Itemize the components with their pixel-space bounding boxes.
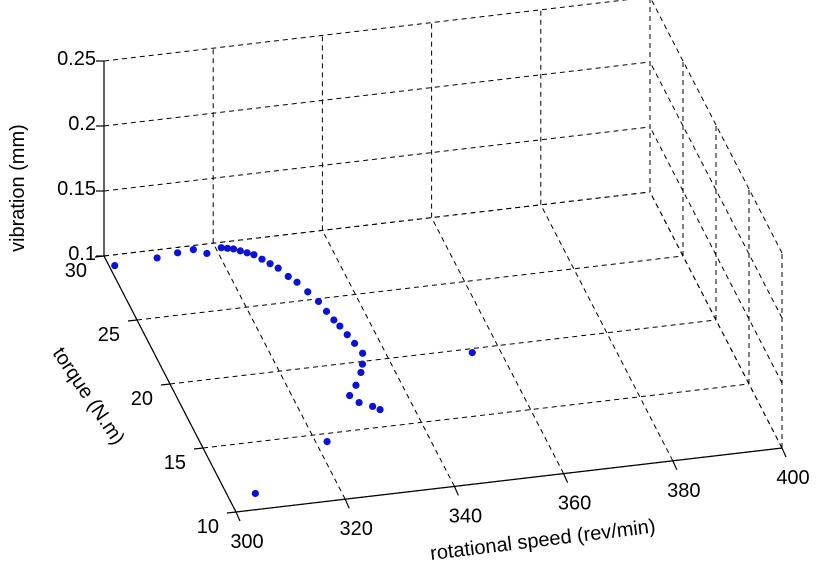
data-point xyxy=(355,398,363,407)
data-point xyxy=(229,245,238,253)
z-tick-label: 0.1 xyxy=(68,243,96,265)
x-tick-mark xyxy=(453,486,459,496)
data-point xyxy=(314,297,323,306)
data-point xyxy=(153,254,161,262)
x-axis-line xyxy=(235,447,783,513)
data-point xyxy=(343,331,351,339)
z-tick-label: 0.2 xyxy=(68,113,96,135)
data-point xyxy=(274,264,282,272)
x-tick-label: 380 xyxy=(667,480,700,502)
x-tick-label: 400 xyxy=(776,467,809,489)
back-wall-grid-line-z xyxy=(103,191,651,257)
data-point xyxy=(350,339,359,347)
data-point xyxy=(336,322,344,330)
floor-grid-line-y xyxy=(136,255,684,321)
side-wall-grid-line-z xyxy=(649,191,783,449)
data-point xyxy=(111,262,119,270)
z-axis-label: vibration (mm) xyxy=(7,124,29,252)
x-tick-label: 360 xyxy=(558,493,591,515)
data-point xyxy=(352,381,360,389)
axes-frame xyxy=(94,60,787,522)
data-point xyxy=(236,247,244,255)
x-tick-mark xyxy=(563,473,569,483)
z-tick-label: 0.15 xyxy=(57,178,96,200)
tick-labels: 300 320 340 360 380 400 10 15 20 25 300.1 0.15 0.2 0.… xyxy=(57,48,810,553)
y-tick-label: 10 xyxy=(197,516,219,538)
back-wall-grid-line-z xyxy=(103,0,629,62)
x-tick-label: 320 xyxy=(340,518,373,540)
back-wall-grid-line-z xyxy=(103,126,651,192)
x-tick-mark xyxy=(235,511,241,522)
data-point xyxy=(251,489,259,498)
data-point xyxy=(243,249,251,257)
x-tick-label: 300 xyxy=(230,531,263,553)
data-point xyxy=(304,288,312,296)
data-point xyxy=(250,251,258,259)
data-point xyxy=(468,349,476,357)
floor-grid-line-y xyxy=(202,383,750,449)
y-tick-mark xyxy=(193,447,204,450)
y-tick-label: 20 xyxy=(131,388,153,410)
data-point xyxy=(266,260,274,268)
data-point xyxy=(203,249,211,258)
y-tick-label: 30 xyxy=(65,260,87,282)
x-tick-mark xyxy=(781,447,787,458)
side-wall-grid-line-z xyxy=(650,0,783,254)
scatter-points xyxy=(111,244,476,498)
data-point xyxy=(359,349,367,357)
x-tick-mark xyxy=(672,460,678,471)
data-point xyxy=(369,402,377,410)
data-point xyxy=(357,368,365,377)
data-point xyxy=(189,246,197,254)
x-tick-label: 340 xyxy=(449,505,482,527)
y-tick-label: 25 xyxy=(98,324,120,346)
x-tick-mark xyxy=(344,498,350,509)
floor-grid-line-x xyxy=(540,204,674,462)
data-point xyxy=(358,360,367,368)
data-point xyxy=(322,307,331,315)
data-point xyxy=(217,244,225,252)
side-wall-grid-line-z xyxy=(649,126,783,384)
side-wall-grid-line-z xyxy=(649,61,783,319)
floor-grid-line-y xyxy=(169,319,717,385)
data-point xyxy=(223,244,232,252)
data-point xyxy=(323,438,331,446)
z-tick-label: 0.25 xyxy=(57,48,96,70)
floor-grid-line-x xyxy=(431,217,565,474)
data-point xyxy=(376,406,384,414)
data-point xyxy=(293,278,301,286)
back-wall-grid-line-z xyxy=(103,61,651,127)
y-tick-label: 15 xyxy=(164,452,186,474)
data-point xyxy=(330,316,338,324)
data-point xyxy=(346,391,354,400)
y-tick-mark xyxy=(160,383,171,386)
data-point xyxy=(174,249,182,257)
y-tick-mark xyxy=(226,511,237,514)
data-point xyxy=(284,272,292,281)
data-point xyxy=(258,255,266,263)
y-tick-mark xyxy=(127,319,138,322)
y-axis-label: torque (N.m) xyxy=(48,343,129,448)
